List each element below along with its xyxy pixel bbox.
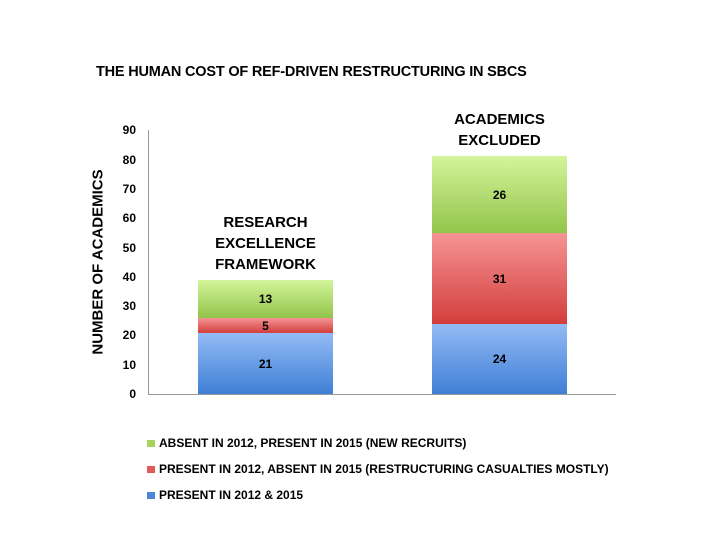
legend-swatch-blue — [147, 491, 155, 499]
y-tick: 60 — [122, 211, 136, 226]
segment-new-recruits: 13 — [198, 280, 333, 318]
segment-new-recruits: 26 — [432, 156, 567, 233]
annotation-line: RESEARCH — [223, 214, 308, 231]
y-tick: 30 — [122, 299, 136, 314]
annotation-line: ACADEMICS — [454, 111, 545, 128]
y-tick: 40 — [122, 269, 136, 284]
annotation-line: FRAMEWORK — [215, 256, 316, 273]
bar-annotation-excluded: ACADEMICS EXCLUDED — [432, 109, 567, 151]
bar-research-excellence-framework: 13 5 21 — [198, 280, 333, 394]
segment-restructuring-casualties: 5 — [198, 318, 333, 333]
x-axis-line — [148, 394, 616, 395]
segment-present-both: 21 — [198, 333, 333, 394]
segment-value: 24 — [492, 352, 507, 366]
y-axis-line — [148, 130, 149, 395]
segment-present-both: 24 — [432, 324, 567, 394]
y-tick: 90 — [122, 123, 136, 138]
y-tick: 20 — [122, 328, 136, 343]
segment-value: 21 — [258, 356, 273, 371]
y-tick: 80 — [122, 152, 136, 167]
y-tick: 10 — [122, 357, 136, 372]
segment-value: 26 — [492, 187, 507, 202]
legend-label: PRESENT IN 2012 & 2015 — [159, 488, 304, 502]
segment-restructuring-casualties: 31 — [432, 233, 567, 324]
annotation-line: EXCELLENCE — [215, 235, 316, 252]
legend: ABSENT IN 2012, PRESENT IN 2015 (NEW REC… — [147, 430, 609, 508]
segment-value: 13 — [258, 292, 273, 306]
segment-value: 31 — [492, 271, 507, 286]
annotation-line: EXCLUDED — [458, 132, 541, 149]
legend-swatch-green — [147, 439, 155, 447]
bar-academics-excluded: 26 31 24 — [432, 156, 567, 394]
legend-item-present-both: PRESENT IN 2012 & 2015 — [147, 482, 609, 508]
y-tick: 50 — [122, 240, 136, 255]
bar-annotation-ref: RESEARCH EXCELLENCE FRAMEWORK — [198, 212, 333, 275]
legend-item-restructuring-casualties: PRESENT IN 2012, ABSENT IN 2015 (RESTRUC… — [147, 456, 609, 482]
legend-item-new-recruits: ABSENT IN 2012, PRESENT IN 2015 (NEW REC… — [147, 430, 609, 456]
y-tick: 0 — [129, 387, 136, 401]
legend-swatch-red — [147, 465, 155, 473]
chart-title: THE HUMAN COST OF REF-DRIVEN RESTRUCTURI… — [96, 64, 527, 80]
legend-label: PRESENT IN 2012, ABSENT IN 2015 (RESTRUC… — [159, 462, 609, 476]
legend-label: ABSENT IN 2012, PRESENT IN 2015 (NEW REC… — [159, 436, 467, 450]
y-axis-label: NUMBER OF ACADEMICS — [89, 169, 107, 355]
segment-value: 5 — [262, 318, 269, 333]
y-tick: 70 — [122, 181, 136, 196]
